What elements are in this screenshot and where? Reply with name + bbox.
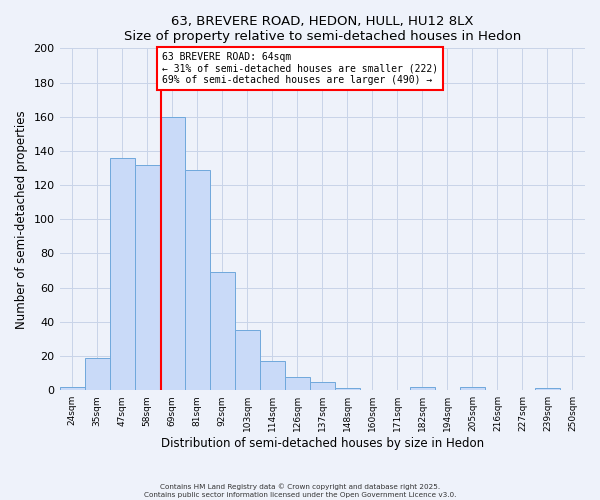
X-axis label: Distribution of semi-detached houses by size in Hedon: Distribution of semi-detached houses by … [161, 437, 484, 450]
Bar [535, 388, 560, 390]
Bar [235, 330, 260, 390]
Bar [260, 361, 285, 390]
Bar [410, 387, 435, 390]
Bar [335, 388, 360, 390]
Text: 63 BREVERE ROAD: 64sqm
← 31% of semi-detached houses are smaller (222)
69% of se: 63 BREVERE ROAD: 64sqm ← 31% of semi-det… [162, 52, 438, 85]
Bar [209, 272, 235, 390]
Bar [160, 116, 185, 390]
Bar [85, 358, 110, 390]
Text: Contains HM Land Registry data © Crown copyright and database right 2025.
Contai: Contains HM Land Registry data © Crown c… [144, 484, 456, 498]
Bar [285, 376, 310, 390]
Y-axis label: Number of semi-detached properties: Number of semi-detached properties [15, 110, 28, 328]
Bar [110, 158, 134, 390]
Title: 63, BREVERE ROAD, HEDON, HULL, HU12 8LX
Size of property relative to semi-detach: 63, BREVERE ROAD, HEDON, HULL, HU12 8LX … [124, 15, 521, 43]
Bar [59, 387, 85, 390]
Bar [310, 382, 335, 390]
Bar [185, 170, 209, 390]
Bar [460, 387, 485, 390]
Bar [134, 164, 160, 390]
